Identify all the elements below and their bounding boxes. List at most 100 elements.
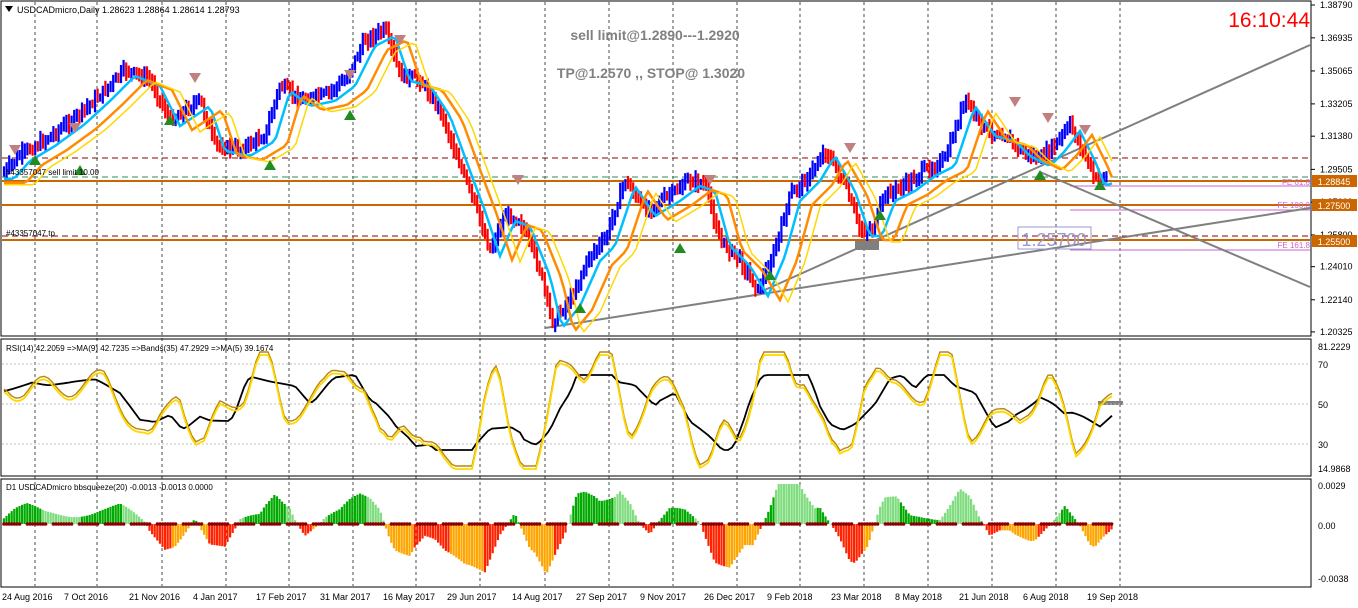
time-axis-label: 9 Nov 2017 bbox=[640, 592, 686, 602]
squeeze-bar bbox=[751, 524, 754, 546]
trendline-rising[interactable] bbox=[757, 44, 1311, 294]
squeeze-dot bbox=[210, 522, 214, 526]
squeeze-dot bbox=[1016, 522, 1020, 526]
squeeze-dot bbox=[28, 522, 32, 526]
squeeze-bar bbox=[608, 498, 611, 524]
squeeze-bar bbox=[1003, 524, 1006, 531]
squeeze-dot bbox=[849, 522, 854, 526]
squeeze-dot bbox=[823, 522, 828, 526]
squeeze-bar bbox=[736, 524, 739, 557]
squeeze-dot bbox=[342, 522, 347, 526]
squeeze-dot bbox=[1039, 522, 1044, 526]
squeeze-dot bbox=[506, 522, 511, 526]
squeeze-dot bbox=[4, 522, 9, 526]
squeeze-bar bbox=[892, 496, 895, 524]
squeeze-bar bbox=[1006, 524, 1009, 531]
time-axis-label: 24 Aug 2016 bbox=[2, 592, 53, 602]
squeeze-dot bbox=[137, 522, 141, 526]
squeeze-dot bbox=[665, 522, 669, 526]
squeeze-bar bbox=[684, 509, 687, 524]
squeeze-dot bbox=[275, 522, 279, 526]
squeeze-dot bbox=[288, 522, 292, 526]
squeeze-bar bbox=[255, 514, 258, 524]
squeeze-bar bbox=[574, 496, 577, 524]
squeeze-bar bbox=[624, 497, 627, 524]
annotation-entry: sell limit@1.2890---1.2920 bbox=[570, 27, 740, 43]
chart-menu-icon[interactable] bbox=[5, 6, 13, 12]
squeeze-bar bbox=[647, 524, 650, 533]
squeeze-dot bbox=[433, 522, 438, 526]
squeeze-dot bbox=[992, 522, 997, 526]
squeeze-bar bbox=[431, 524, 434, 539]
squeeze-dot bbox=[683, 522, 687, 526]
squeeze-bar bbox=[257, 514, 260, 524]
squeeze-bar bbox=[372, 501, 375, 524]
squeeze-bar bbox=[959, 489, 962, 524]
squeeze-dot bbox=[272, 522, 277, 526]
squeeze-bar bbox=[858, 524, 861, 558]
squeeze-dot bbox=[727, 522, 732, 526]
squeeze-panel[interactable] bbox=[0, 478, 1312, 588]
squeeze-dot bbox=[1052, 522, 1057, 526]
squeeze-bar bbox=[681, 508, 684, 524]
squeeze-dot bbox=[121, 522, 126, 526]
squeeze-bar bbox=[938, 520, 941, 524]
squeeze-dot bbox=[805, 522, 810, 526]
trendline-support[interactable] bbox=[544, 207, 1311, 329]
squeeze-dot bbox=[961, 522, 966, 526]
squeeze-dot bbox=[108, 522, 113, 526]
squeeze-dot bbox=[901, 522, 906, 526]
squeeze-bar bbox=[928, 518, 931, 524]
squeeze-bar bbox=[473, 524, 476, 568]
squeeze-dot bbox=[649, 522, 654, 526]
squeeze-bar bbox=[1081, 524, 1084, 532]
squeeze-bar bbox=[1053, 519, 1056, 524]
sell-arrow-icon bbox=[1079, 125, 1091, 135]
squeeze-dot bbox=[953, 522, 958, 526]
squeeze-bar bbox=[125, 506, 128, 524]
squeeze-bar bbox=[949, 505, 952, 524]
squeeze-bar bbox=[910, 515, 913, 524]
squeeze-dot bbox=[602, 522, 607, 526]
squeeze-dot bbox=[808, 522, 812, 526]
squeeze-dot bbox=[1024, 522, 1028, 526]
squeeze-bar bbox=[777, 484, 780, 524]
rsi-marker bbox=[1098, 401, 1123, 405]
squeeze-bar bbox=[34, 506, 37, 524]
squeeze-dot bbox=[925, 522, 929, 526]
squeeze-bar bbox=[665, 511, 668, 524]
clock: 16:10:44 bbox=[1228, 9, 1310, 32]
rsi-panel[interactable] bbox=[0, 338, 1312, 477]
squeeze-bar bbox=[1032, 524, 1035, 541]
squeeze-bar bbox=[884, 497, 887, 524]
squeeze-bar bbox=[689, 513, 692, 524]
squeeze-bar bbox=[21, 504, 24, 524]
squeeze-dot bbox=[787, 522, 791, 526]
squeeze-bar bbox=[936, 519, 939, 524]
squeeze-bar bbox=[374, 504, 377, 524]
squeeze-bar bbox=[288, 508, 291, 524]
time-axis: 24 Aug 2016 7 Oct 2016 21 Nov 2016 4 Jan 20… bbox=[2, 592, 1138, 602]
squeeze-bar bbox=[101, 509, 104, 524]
squeeze-dot bbox=[444, 522, 448, 526]
squeeze-bar bbox=[671, 507, 674, 524]
squeeze-dot bbox=[821, 522, 825, 526]
squeeze-bar bbox=[749, 524, 752, 546]
squeeze-dot bbox=[738, 522, 742, 526]
squeeze-dot bbox=[189, 522, 193, 526]
squeeze-dot bbox=[974, 522, 979, 526]
main-panel[interactable] bbox=[0, 0, 1312, 337]
squeeze-bar bbox=[629, 504, 632, 524]
squeeze-axis: 0.0029 0.00 -0.0038 bbox=[1318, 481, 1349, 584]
squeeze-dot bbox=[597, 522, 602, 526]
squeeze-bar bbox=[231, 524, 234, 533]
squeeze-bar bbox=[47, 511, 50, 524]
trendline-falling[interactable] bbox=[1039, 171, 1311, 288]
squeeze-bar bbox=[478, 524, 481, 570]
squeeze-bar bbox=[975, 510, 978, 524]
squeeze-dot bbox=[322, 522, 326, 526]
squeeze-bar bbox=[944, 512, 947, 524]
squeeze-dot bbox=[613, 522, 617, 526]
squeeze-dot bbox=[259, 522, 264, 526]
